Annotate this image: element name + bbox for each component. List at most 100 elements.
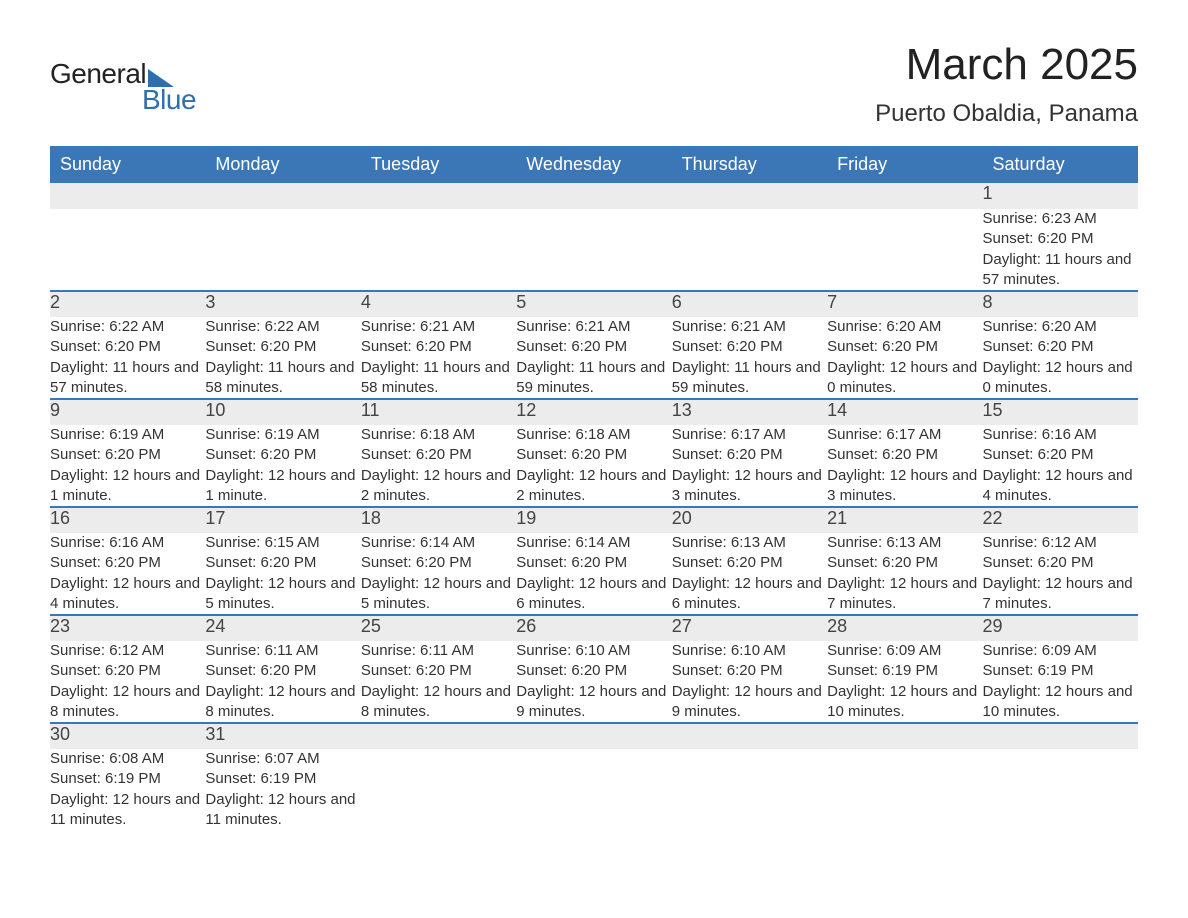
- sunset-label: Sunset:: [672, 446, 727, 463]
- day-number: 24: [205, 615, 360, 641]
- sunset-value: 6:20 PM: [260, 446, 316, 463]
- logo-text-top: General: [50, 58, 146, 90]
- sunrise-value: 6:23 AM: [1042, 210, 1097, 227]
- sunrise-label: Sunrise:: [672, 642, 731, 659]
- day-cell: [361, 749, 516, 830]
- sunrise-label: Sunrise:: [50, 750, 109, 767]
- daylight-label: Daylight:: [205, 791, 268, 808]
- daylight-label: Daylight:: [205, 575, 268, 592]
- sunrise-label: Sunrise:: [827, 534, 886, 551]
- daylight-label: Daylight:: [205, 359, 268, 376]
- day-number-row: 2345678: [50, 291, 1138, 317]
- sunrise-value: 6:22 AM: [109, 318, 164, 335]
- sunrise-label: Sunrise:: [827, 642, 886, 659]
- day-number: [672, 183, 827, 209]
- sunrise-value: 6:16 AM: [109, 534, 164, 551]
- daylight-label: Daylight:: [983, 683, 1046, 700]
- sunset-value: 6:20 PM: [260, 662, 316, 679]
- sunrise-label: Sunrise:: [50, 318, 109, 335]
- sunrise-label: Sunrise:: [205, 750, 264, 767]
- sunset-value: 6:20 PM: [882, 338, 938, 355]
- sunset-label: Sunset:: [50, 662, 105, 679]
- sunset-value: 6:20 PM: [882, 446, 938, 463]
- sunrise-value: 6:14 AM: [575, 534, 630, 551]
- day-number: 8: [983, 291, 1138, 317]
- daylight-label: Daylight:: [50, 467, 113, 484]
- daylight-label: Daylight:: [983, 467, 1046, 484]
- sunset-value: 6:20 PM: [571, 554, 627, 571]
- sunrise-label: Sunrise:: [827, 426, 886, 443]
- sunrise-label: Sunrise:: [205, 534, 264, 551]
- day-number: 11: [361, 399, 516, 425]
- day-cell: Sunrise: 6:09 AMSunset: 6:19 PMDaylight:…: [827, 641, 982, 723]
- sunrise-value: 6:19 AM: [265, 426, 320, 443]
- sunrise-label: Sunrise:: [983, 210, 1042, 227]
- sunrise-value: 6:17 AM: [886, 426, 941, 443]
- sunset-value: 6:20 PM: [571, 662, 627, 679]
- day-number-row: 1: [50, 183, 1138, 209]
- day-number: 10: [205, 399, 360, 425]
- day-cell: Sunrise: 6:18 AMSunset: 6:20 PMDaylight:…: [361, 425, 516, 507]
- sunrise-label: Sunrise:: [361, 318, 420, 335]
- sunset-value: 6:20 PM: [1038, 230, 1094, 247]
- sunrise-value: 6:11 AM: [420, 642, 474, 659]
- sunrise-value: 6:19 AM: [109, 426, 164, 443]
- sunset-value: 6:20 PM: [1038, 446, 1094, 463]
- sunset-label: Sunset:: [672, 662, 727, 679]
- day-cell: [205, 209, 360, 291]
- day-cell: Sunrise: 6:23 AMSunset: 6:20 PMDaylight:…: [983, 209, 1138, 291]
- sunrise-label: Sunrise:: [983, 318, 1042, 335]
- day-cell: [50, 209, 205, 291]
- sunset-label: Sunset:: [983, 662, 1038, 679]
- day-cell: Sunrise: 6:14 AMSunset: 6:20 PMDaylight:…: [516, 533, 671, 615]
- sunrise-label: Sunrise:: [361, 426, 420, 443]
- day-data-row: Sunrise: 6:22 AM Sunset: 6:20 PM Daylight:…: [50, 317, 1138, 399]
- sunset-label: Sunset:: [516, 554, 571, 571]
- daylight-label: Daylight:: [827, 575, 890, 592]
- day-cell: Sunrise: 6:07 AMSunset: 6:19 PMDaylight:…: [205, 749, 360, 830]
- daylight-label: Daylight:: [516, 575, 579, 592]
- day-cell: Sunrise: 6:13 AMSunset: 6:20 PMDaylight:…: [672, 533, 827, 615]
- day-cell: Sunrise: 6:17 AMSunset: 6:20 PM Daylight:…: [827, 425, 982, 507]
- daylight-label: Daylight:: [672, 467, 735, 484]
- sunset-value: 6:20 PM: [727, 554, 783, 571]
- day-number-row: 23242526272829: [50, 615, 1138, 641]
- sunset-value: 6:19 PM: [1038, 662, 1094, 679]
- sunset-label: Sunset:: [983, 446, 1038, 463]
- daylight-label: Daylight:: [50, 683, 113, 700]
- sunset-label: Sunset:: [516, 338, 571, 355]
- daylight-label: Daylight:: [672, 683, 735, 700]
- daylight-label: Daylight:: [827, 683, 890, 700]
- sunset-value: 6:20 PM: [105, 662, 161, 679]
- col-thursday: Thursday: [672, 146, 827, 183]
- sunset-value: 6:20 PM: [727, 338, 783, 355]
- daylight-label: Daylight:: [361, 575, 424, 592]
- day-number: 5: [516, 291, 671, 317]
- sunset-label: Sunset:: [827, 446, 882, 463]
- day-number: [827, 723, 982, 749]
- day-number: 29: [983, 615, 1138, 641]
- day-number: 20: [672, 507, 827, 533]
- col-sunday: Sunday: [50, 146, 205, 183]
- day-cell: Sunrise: 6:18 AMSunset: 6:20 PMDaylight:…: [516, 425, 671, 507]
- sunrise-value: 6:09 AM: [1042, 642, 1097, 659]
- sunrise-value: 6:17 AM: [731, 426, 786, 443]
- sunrise-value: 6:21 AM: [731, 318, 786, 335]
- sunrise-label: Sunrise:: [50, 534, 109, 551]
- day-cell: [516, 209, 671, 291]
- day-data-row: Sunrise: 6:23 AMSunset: 6:20 PMDaylight:…: [50, 209, 1138, 291]
- day-number: 2: [50, 291, 205, 317]
- sunset-label: Sunset:: [983, 554, 1038, 571]
- daylight-label: Daylight:: [827, 467, 890, 484]
- sunrise-value: 6:12 AM: [1042, 534, 1097, 551]
- day-cell: Sunrise: 6:16 AMSunset: 6:20 PMDaylight:…: [50, 533, 205, 615]
- daylight-label: Daylight:: [516, 683, 579, 700]
- sunset-label: Sunset:: [983, 338, 1038, 355]
- sunrise-label: Sunrise:: [50, 642, 109, 659]
- day-number: 21: [827, 507, 982, 533]
- sunset-label: Sunset:: [361, 662, 416, 679]
- day-cell: Sunrise: 6:12 AMSunset: 6:20 PMDaylight:…: [50, 641, 205, 723]
- daylight-label: Daylight:: [516, 467, 579, 484]
- sunrise-value: 6:20 AM: [886, 318, 941, 335]
- day-cell: Sunrise: 6:13 AMSunset: 6:20 PMDaylight:…: [827, 533, 982, 615]
